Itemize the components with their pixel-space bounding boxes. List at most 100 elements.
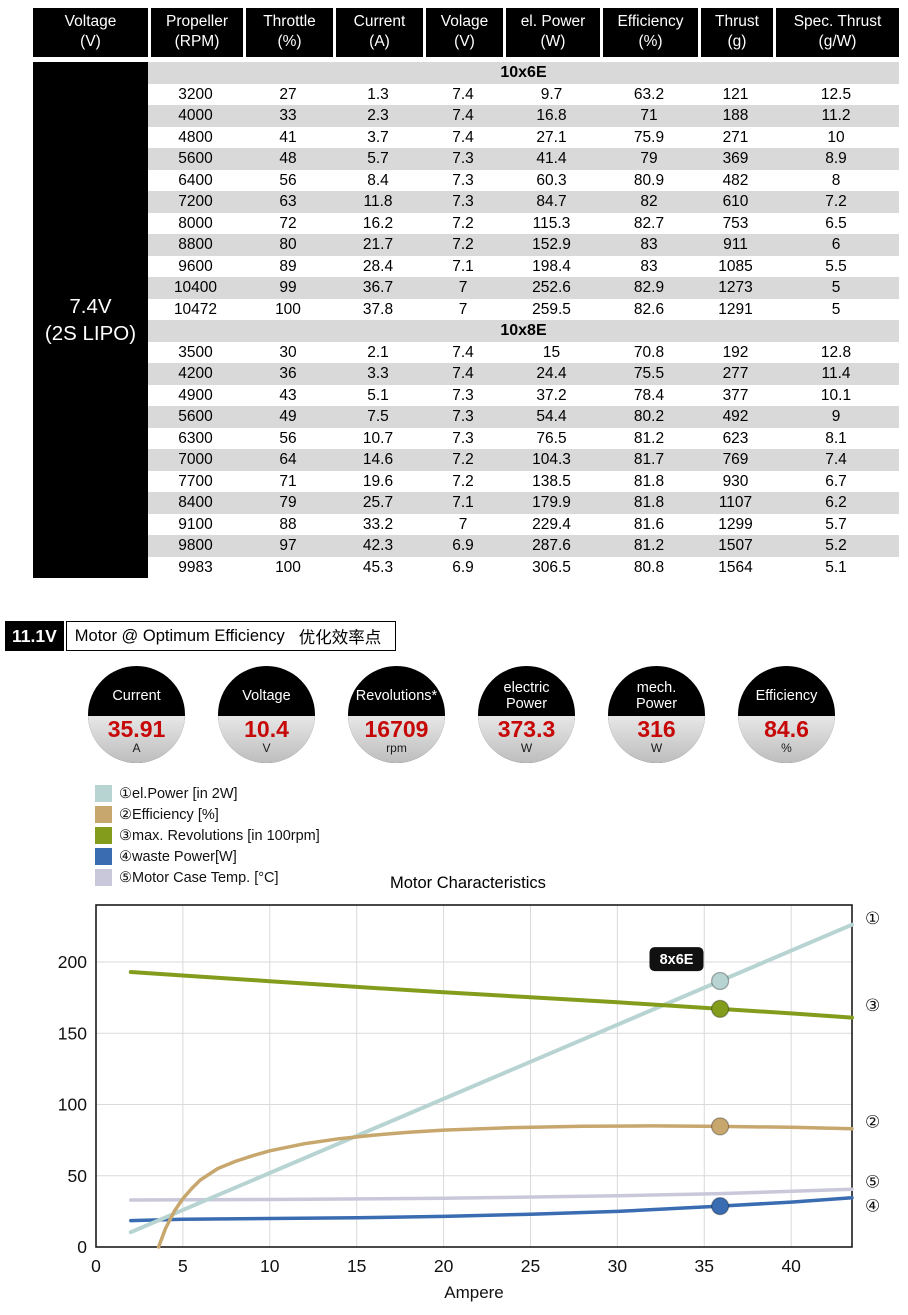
x-tick-label: 40 [781, 1256, 801, 1276]
cell: 82.7 [600, 212, 698, 235]
cell: 5.1 [773, 556, 899, 579]
cell: 152.9 [503, 234, 600, 256]
cell: 115.3 [503, 212, 600, 235]
y-tick-label: 100 [58, 1095, 87, 1115]
cell: 492 [698, 406, 773, 428]
table-row: 9100 88 33.2 7 229.4 81.6 1299 5.7 [33, 513, 899, 536]
cell: 5.2 [773, 535, 899, 557]
cell: 2.1 [333, 341, 423, 364]
series-number-label: ⑤ [865, 1172, 880, 1191]
cell: 179.9 [503, 492, 600, 514]
cell: 81.8 [600, 492, 698, 514]
legend-label: ①el.Power [in 2W] [119, 785, 238, 802]
cell: 7.2 [423, 234, 503, 256]
cell: 16.8 [503, 105, 600, 127]
table-row: 10400 99 36.7 7 252.6 82.9 1273 5 [33, 277, 899, 299]
cell: 100 [243, 298, 333, 321]
cell: 121 [698, 83, 773, 106]
cell: 45.3 [333, 556, 423, 579]
cell: 9600 [148, 255, 243, 278]
column-header: el. Power (W) [503, 8, 600, 58]
column-header: Volage (V) [423, 8, 503, 58]
column-header: Current (A) [333, 8, 423, 58]
cell: 3.7 [333, 126, 423, 149]
cell: 5.1 [333, 384, 423, 407]
cell: 36.7 [333, 277, 423, 299]
table-row: 8400 79 25.7 7.1 179.9 81.8 1107 6.2 [33, 492, 899, 514]
series-number-label: ④ [865, 1197, 880, 1216]
cell: 80.2 [600, 406, 698, 428]
cell: 80.9 [600, 169, 698, 192]
stat-badge-voltage: Voltage 10.4 V [218, 666, 315, 763]
optimum-header: 11.1V Motor @ Optimum Efficiency 优化效率点 [5, 621, 397, 651]
legend-swatch [95, 785, 112, 802]
cell: 7000 [148, 449, 243, 471]
table-row: 9800 97 42.3 6.9 287.6 81.2 1507 5.2 [33, 535, 899, 557]
cell: 482 [698, 169, 773, 192]
badge-value: 10.4 [244, 716, 289, 742]
cell: 11.8 [333, 191, 423, 213]
cell: 37.8 [333, 298, 423, 321]
cell: 28.4 [333, 255, 423, 278]
badge-unit: W [650, 741, 663, 755]
y-tick-label: 200 [58, 952, 87, 972]
legend-swatch [95, 806, 112, 823]
table-row: 9600 89 28.4 7.1 198.4 83 1085 5.5 [33, 255, 899, 278]
table-row: 8000 72 16.2 7.2 115.3 82.7 753 6.5 [33, 212, 899, 235]
cell: 369 [698, 148, 773, 170]
cell: 753 [698, 212, 773, 235]
cell: 623 [698, 427, 773, 450]
cell: 911 [698, 234, 773, 256]
cell: 7.3 [423, 384, 503, 407]
table-header-row: Voltage (V) Propeller (RPM) Throttle (%) Curre… [33, 8, 899, 58]
cell: 84.7 [503, 191, 600, 213]
column-header: Thrust (g) [698, 8, 773, 58]
cell: 21.7 [333, 234, 423, 256]
x-tick-label: 20 [434, 1256, 454, 1276]
column-header: Efficiency (%) [600, 8, 698, 58]
cell: 1107 [698, 492, 773, 514]
cell: 7.1 [423, 255, 503, 278]
cell: 7 [423, 513, 503, 536]
cell: 7.4 [423, 341, 503, 364]
cell: 76.5 [503, 427, 600, 450]
cell: 16.2 [333, 212, 423, 235]
cell: 6.9 [423, 556, 503, 579]
cell: 271 [698, 126, 773, 149]
optimum-badges: Current 35.91 A Voltage 10.4 V Revolutio… [88, 666, 835, 763]
cell: 11.4 [773, 363, 899, 385]
cell: 1564 [698, 556, 773, 579]
badge-value: 84.6 [764, 716, 809, 742]
cell: 104.3 [503, 449, 600, 471]
cell: 6400 [148, 169, 243, 192]
cell: 79 [600, 148, 698, 170]
cell: 5600 [148, 406, 243, 428]
cell: 377 [698, 384, 773, 407]
cell: 82.6 [600, 298, 698, 321]
legend-swatch [95, 869, 112, 886]
badge-unit: W [520, 741, 533, 755]
series-line-1 [128, 922, 854, 1235]
cell: 5.5 [773, 255, 899, 278]
table-row: 4200 36 3.3 7.4 24.4 75.5 277 11.4 [33, 363, 899, 385]
table-row: 5600 48 5.7 7.3 41.4 79 369 8.9 [33, 148, 899, 170]
cell: 7.3 [423, 427, 503, 450]
cell: 229.4 [503, 513, 600, 536]
legend-item: ②Efficiency [%] [95, 804, 320, 825]
cell: 60.3 [503, 169, 600, 192]
cell: 72 [243, 212, 333, 235]
cell: 64 [243, 449, 333, 471]
cell: 70.8 [600, 341, 698, 364]
cell: 36 [243, 363, 333, 385]
cell: 24.4 [503, 363, 600, 385]
cell: 81.2 [600, 535, 698, 557]
legend-swatch [95, 848, 112, 865]
cell: 7.4 [773, 449, 899, 471]
cell: 78.4 [600, 384, 698, 407]
cell: 41.4 [503, 148, 600, 170]
cell: 769 [698, 449, 773, 471]
table-row: 5600 49 7.5 7.3 54.4 80.2 492 9 [33, 406, 899, 428]
voltage-cell: 7.4V (2S LIPO) [33, 62, 148, 579]
cell: 10 [773, 126, 899, 149]
optimum-title: Motor @ Optimum Efficiency [74, 626, 285, 645]
